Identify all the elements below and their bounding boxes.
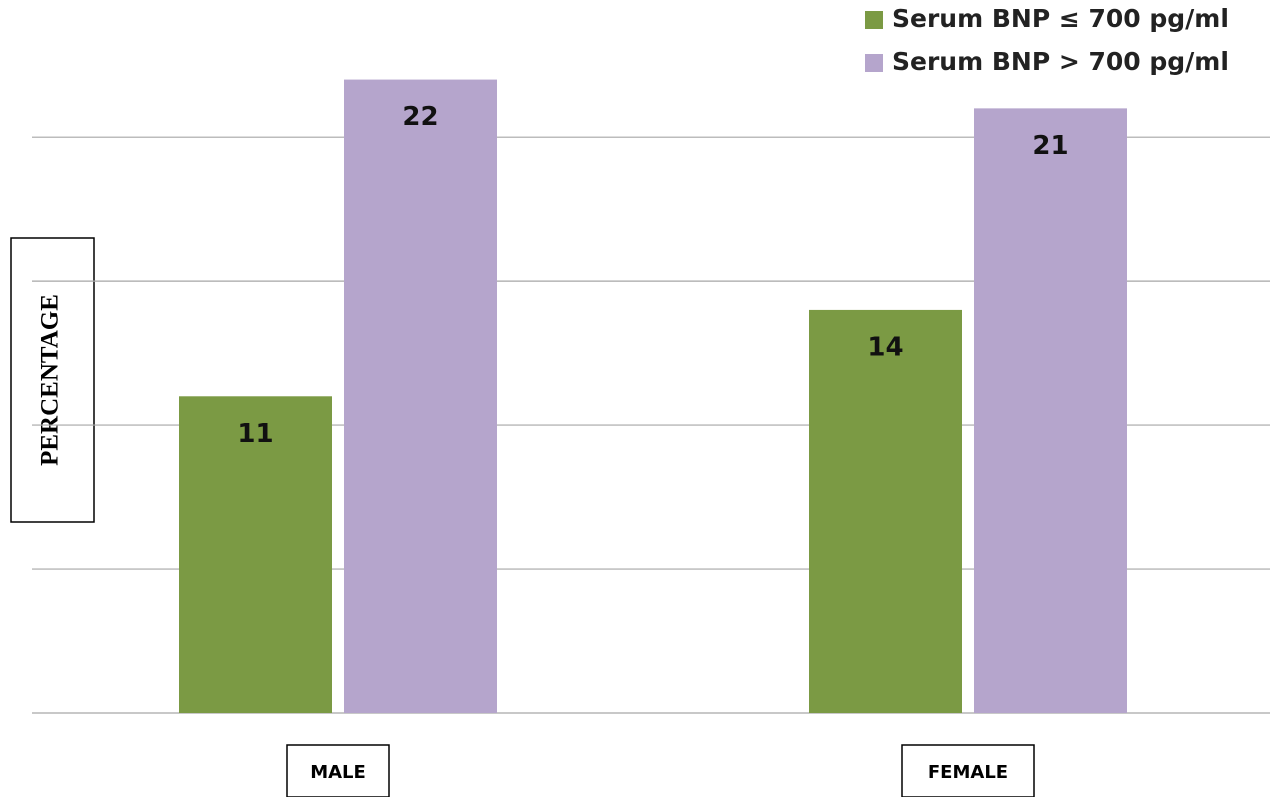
value-label: 21 bbox=[1032, 131, 1068, 161]
legend-swatch bbox=[865, 11, 883, 29]
value-label: 11 bbox=[237, 419, 273, 449]
x-tick-label: FEMALE bbox=[928, 762, 1008, 783]
bar bbox=[809, 309, 962, 713]
x-tick-label: MALE bbox=[310, 762, 366, 783]
legend-label: Serum BNP > 700 pg/ml bbox=[892, 47, 1229, 76]
bar bbox=[344, 79, 497, 714]
category-box bbox=[286, 744, 390, 797]
bar bbox=[179, 396, 332, 713]
category-box bbox=[901, 744, 1035, 797]
value-label: 14 bbox=[867, 332, 903, 362]
y-label-box bbox=[10, 237, 95, 523]
legend-label: Serum BNP ≤ 700 pg/ml bbox=[892, 4, 1229, 33]
bar bbox=[974, 108, 1127, 713]
legend-swatch bbox=[865, 54, 883, 72]
value-label: 22 bbox=[402, 102, 438, 132]
y-axis-label: PERCENTAGE bbox=[37, 294, 64, 466]
